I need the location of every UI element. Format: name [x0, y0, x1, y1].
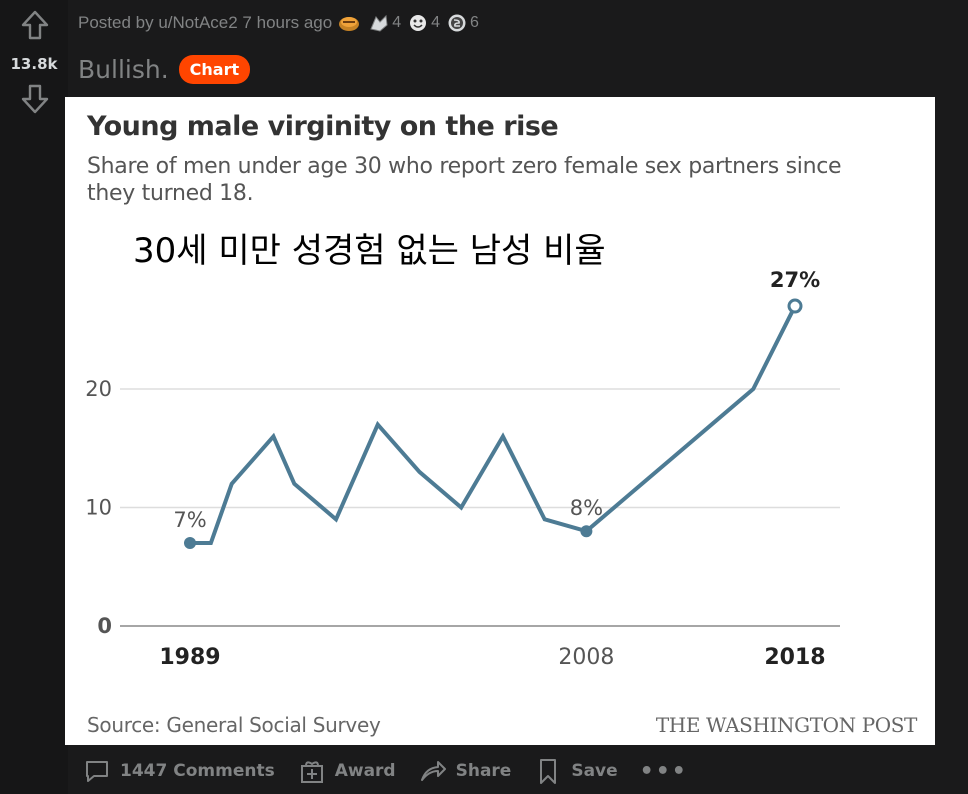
award-gold[interactable]	[338, 13, 362, 33]
award-button[interactable]: Award	[297, 756, 396, 786]
chart-subtitle: Share of men under age 30 who report zer…	[87, 154, 842, 206]
share-button[interactable]: Share	[418, 756, 512, 786]
share-arrow-icon	[420, 761, 446, 781]
data-label: 27%	[770, 268, 820, 292]
data-label: 8%	[570, 496, 603, 520]
chart-title: Young male virginity on the rise	[87, 111, 559, 142]
gift-icon	[300, 761, 323, 783]
post-flair[interactable]: Chart	[178, 55, 251, 84]
award-count: 6	[470, 14, 479, 31]
y-tick-label: 20	[85, 377, 112, 401]
post-title-row: Bullish. Chart	[78, 55, 251, 84]
korean-overlay-caption: 30세 미만 성경험 없는 남성 비율	[133, 231, 606, 271]
post-container: Posted by u/NotAce2 7 hours ago 4 4	[65, 0, 968, 794]
vote-score: 13.8k	[10, 55, 58, 73]
wholesome-award-icon	[448, 14, 466, 32]
helpful-award-icon	[370, 14, 388, 32]
award-count: 4	[431, 14, 441, 31]
silver-award-icon	[410, 15, 427, 31]
more-options-button[interactable]: •••	[639, 758, 688, 784]
bookmark-icon	[540, 759, 557, 784]
x-tick-label: 1989	[159, 645, 220, 670]
upvote-arrow-icon	[21, 10, 49, 40]
x-tick-label: 2008	[558, 645, 614, 670]
data-point-marker	[787, 298, 803, 314]
chart-source: Source: General Social Survey	[87, 713, 381, 737]
post-author-time[interactable]: Posted by u/NotAce2 7 hours ago	[78, 13, 333, 32]
post-action-bar: 1447 Comments Award Share Save •••	[82, 756, 688, 786]
downvote-button[interactable]	[18, 82, 52, 116]
line-chart: 0 10 20 1989 2008 2018 7% 8% 27%	[85, 268, 840, 670]
x-tick-label: 2018	[764, 645, 825, 670]
vote-column: 13.8k	[0, 0, 68, 794]
save-button[interactable]: Save	[533, 756, 618, 786]
award-count: 4	[392, 14, 402, 31]
data-point-marker	[184, 537, 196, 550]
series-line	[190, 305, 797, 546]
y-tick-label: 0	[97, 614, 112, 638]
data-point-marker	[580, 525, 593, 538]
award-silver[interactable]: 4	[407, 13, 440, 33]
award-wholesome[interactable]: 6	[446, 13, 479, 33]
post-image[interactable]: Young male virginity on the rise Share o…	[65, 97, 935, 745]
comments-label: 1447 Comments	[120, 761, 275, 781]
gold-award-icon	[339, 17, 360, 31]
comments-button[interactable]: 1447 Comments	[82, 756, 275, 786]
award-helpful[interactable]: 4	[368, 13, 401, 33]
post-meta: Posted by u/NotAce2 7 hours ago 4 4	[78, 13, 479, 33]
chart-brand-logo: THE WASHINGTON POST	[655, 713, 918, 737]
comment-icon	[86, 761, 108, 782]
upvote-button[interactable]	[18, 8, 52, 42]
post-title[interactable]: Bullish.	[78, 55, 169, 84]
data-label: 7%	[173, 508, 206, 532]
downvote-arrow-icon	[21, 84, 49, 114]
save-label: Save	[571, 761, 618, 781]
award-label: Award	[334, 761, 396, 781]
y-tick-label: 10	[85, 496, 112, 520]
share-label: Share	[455, 761, 512, 781]
